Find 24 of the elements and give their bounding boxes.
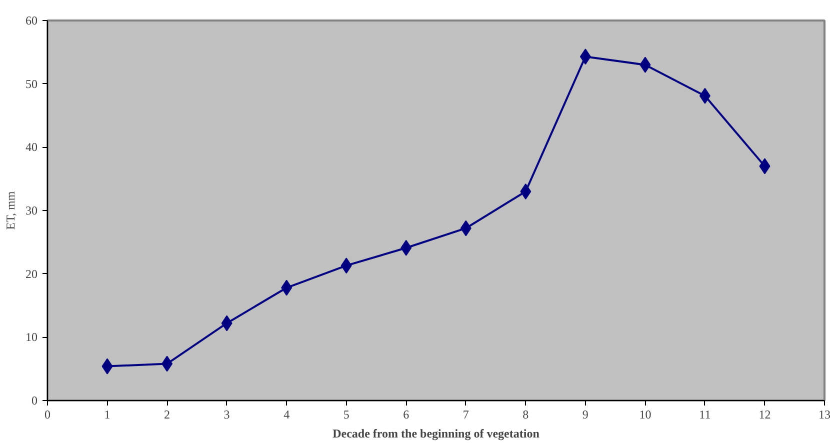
x-tick-label: 12 xyxy=(758,408,771,422)
y-tick-label: 30 xyxy=(26,204,38,218)
x-tick-label: 1 xyxy=(104,408,110,422)
x-tick-label: 0 xyxy=(44,408,50,422)
y-tick-label: 0 xyxy=(32,394,38,408)
x-tick-label: 8 xyxy=(522,408,529,422)
y-tick-label: 40 xyxy=(26,140,38,154)
y-axis-title: ET, mm xyxy=(4,190,18,230)
x-tick-label: 9 xyxy=(582,408,588,422)
x-tick-label: 5 xyxy=(343,408,350,422)
x-tick-label: 7 xyxy=(462,408,469,422)
y-tick-label: 10 xyxy=(26,330,38,344)
y-tick-label: 60 xyxy=(26,14,38,28)
x-tick-label: 6 xyxy=(403,408,410,422)
x-tick-label: 11 xyxy=(699,408,711,422)
point xyxy=(520,184,532,200)
y-tick-label: 20 xyxy=(26,266,38,281)
x-tick-label: 10 xyxy=(639,408,652,422)
x-tick-label: 3 xyxy=(224,408,230,422)
x-tick-label: 13 xyxy=(818,408,830,422)
x-tick-label: 4 xyxy=(284,408,290,422)
x-axis-title: Decade from the beginning of vegetation xyxy=(332,426,540,440)
y-tick-label: 50 xyxy=(26,76,38,91)
x-tick-label: 2 xyxy=(164,408,170,422)
